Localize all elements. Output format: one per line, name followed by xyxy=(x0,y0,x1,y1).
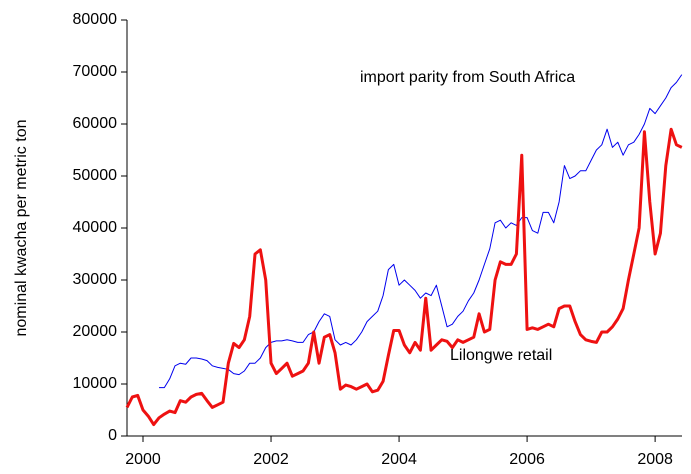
x-tick-label: 2006 xyxy=(509,451,545,468)
series-line xyxy=(125,127,683,427)
y-tick-label: 40000 xyxy=(73,219,118,236)
x-tick-label: 2004 xyxy=(381,451,417,468)
y-tick-label: 10000 xyxy=(73,375,118,392)
series-line xyxy=(159,74,683,389)
y-tick-label: 30000 xyxy=(73,271,118,288)
x-tick-label: 2002 xyxy=(253,451,289,468)
annotation: import parity from South Africa xyxy=(360,69,575,86)
annotation: Lilongwe retail xyxy=(450,347,552,364)
y-tick-label: 50000 xyxy=(73,167,118,184)
x-tick-label: 2000 xyxy=(125,451,161,468)
x-tick-label: 2008 xyxy=(637,451,673,468)
y-tick-label: 70000 xyxy=(73,63,118,80)
y-tick-label: 20000 xyxy=(73,323,118,340)
y-tick-label: 80000 xyxy=(73,11,118,28)
y-tick-label: 0 xyxy=(108,427,117,444)
y-axis-label: nominal kwacha per metric ton xyxy=(13,120,30,337)
y-tick-label: 60000 xyxy=(73,115,118,132)
